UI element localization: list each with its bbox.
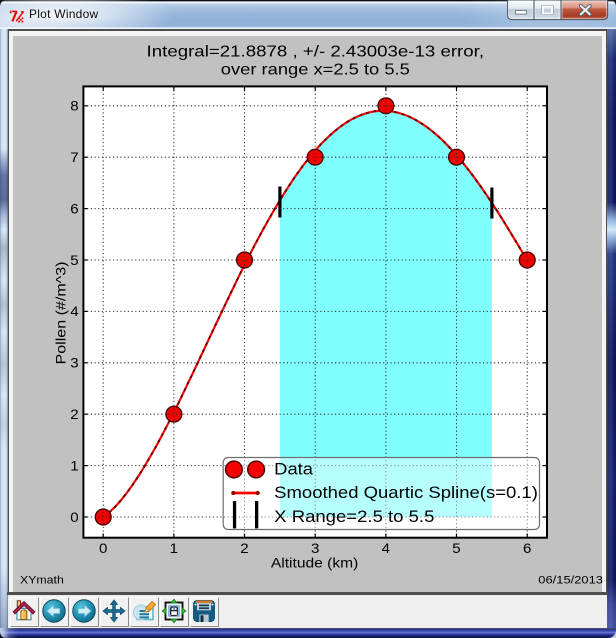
svg-text:8: 8: [70, 99, 78, 114]
svg-text:over range x=2.5 to 5.5: over range x=2.5 to 5.5: [221, 62, 410, 79]
svg-text:5: 5: [70, 253, 78, 268]
svg-text:06/15/2013: 06/15/2013: [538, 575, 603, 587]
svg-text:Altitude (km): Altitude (km): [271, 555, 359, 570]
svg-text:6: 6: [70, 201, 78, 216]
svg-text:Integral=21.8878 , +/- 2.43003: Integral=21.8878 , +/- 2.43003e-13 error…: [147, 44, 485, 61]
svg-text:1: 1: [170, 541, 178, 556]
svg-text:3: 3: [70, 356, 78, 371]
svg-text:5: 5: [452, 541, 460, 556]
svg-text:3: 3: [311, 541, 319, 556]
svg-text:Pollen (#/m^3): Pollen (#/m^3): [54, 262, 69, 365]
svg-text:4: 4: [382, 541, 391, 556]
svg-text:7: 7: [70, 150, 78, 165]
svg-text:Smoothed Quartic Spline(s=0.1): Smoothed Quartic Spline(s=0.1): [274, 484, 538, 502]
svg-text:4: 4: [70, 304, 79, 319]
svg-text:0: 0: [99, 541, 107, 556]
svg-text:6: 6: [523, 541, 531, 556]
svg-text:2: 2: [240, 541, 248, 556]
svg-text:X Range=2.5 to 5.5: X Range=2.5 to 5.5: [274, 508, 434, 526]
svg-text:1: 1: [70, 458, 78, 473]
svg-text:XYmath: XYmath: [20, 575, 64, 587]
svg-text:2: 2: [70, 407, 78, 422]
svg-text:Data: Data: [274, 461, 314, 479]
svg-text:0: 0: [70, 510, 78, 525]
